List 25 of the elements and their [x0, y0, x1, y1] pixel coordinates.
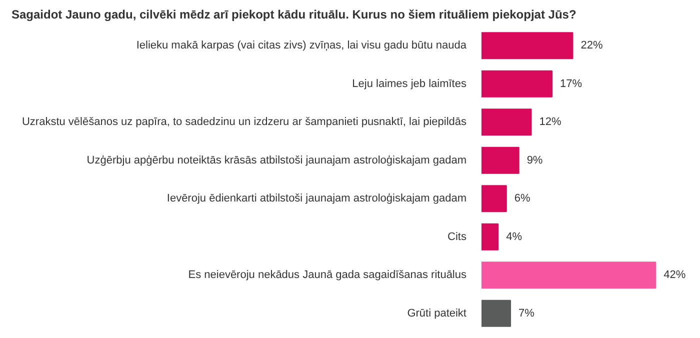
- data-label: 12%: [539, 116, 562, 128]
- y-tick-label: Uzģērbju apģērbu noteiktās krāsās atbilstoši jaunajam astroloģiskajam gadam: [86, 154, 467, 166]
- y-tick-label: Uzrakstu vēlēšanos uz papīra, to sadedzinu un izdzeru ar šampanieti pusnaktī, lai piepildās: [22, 116, 467, 128]
- y-tick-label: Ielieku makā karpas (vai citas zivs) zvīņas, lai visu gadu būtu nauda: [136, 40, 468, 52]
- y-tick-label: Grūti pateikt: [407, 307, 467, 320]
- data-label: 4%: [506, 230, 522, 243]
- bar: [482, 146, 520, 174]
- data-label: 7%: [518, 307, 535, 320]
- y-tick-label: Leju laimes jeb laimītes: [352, 78, 467, 90]
- bar: [482, 223, 499, 250]
- text: Sagaidot Jauno gadu, cilvēki mēdz arī piekopt kādu rituālu. Kurus no šiem rituāliem piekopjat Jūs?: [12, 8, 576, 22]
- data-label: 17%: [560, 78, 582, 90]
- y-tick-label: Cits: [448, 230, 467, 243]
- bar: [482, 185, 507, 212]
- data-label: 6%: [514, 192, 530, 205]
- y-tick-label: Es neievēroju nekādus Jaunā gada sagaidīšanas rituālus: [188, 269, 467, 282]
- bar: [482, 70, 552, 98]
- data-label: 9%: [526, 154, 543, 166]
- data-label: 42%: [664, 269, 686, 282]
- y-tick-label: Ievēroju ēdienkarti atbilstoši jaunajam astroloģiskajam gadam: [166, 192, 467, 205]
- data-label: 22%: [580, 40, 603, 52]
- bar: [482, 300, 512, 327]
- bar: [482, 262, 656, 289]
- bar: [482, 108, 532, 136]
- bar: [482, 32, 574, 60]
